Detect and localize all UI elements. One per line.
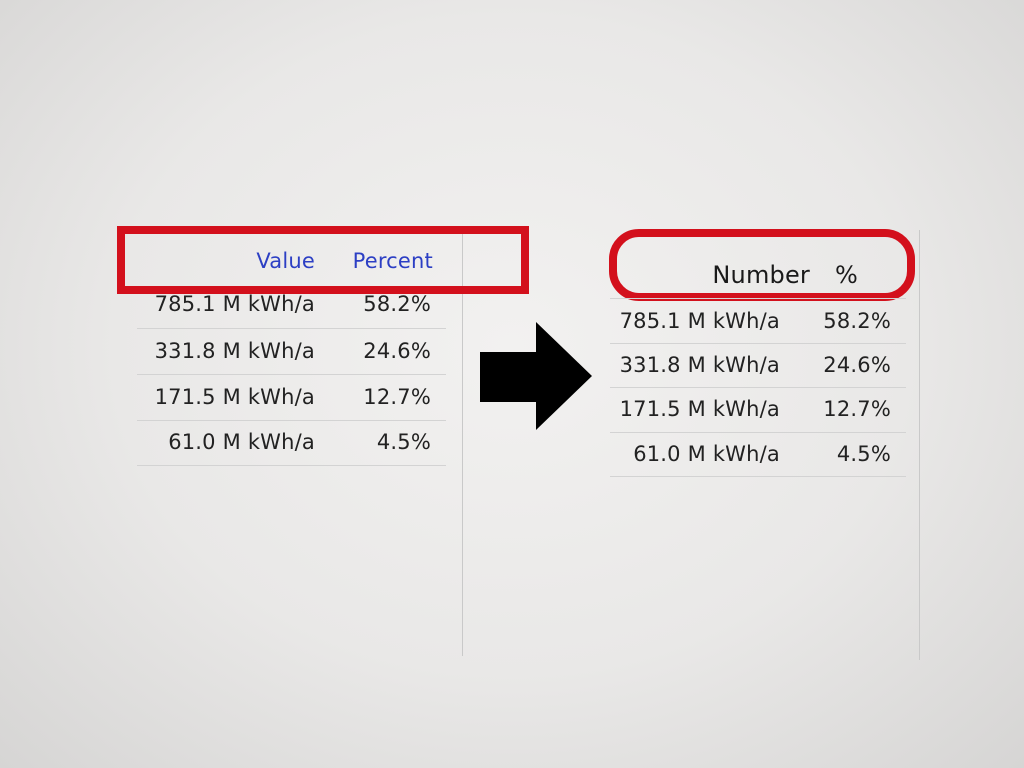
right-header-value: Number <box>712 261 810 289</box>
row-divider <box>610 298 906 299</box>
left-row-4-percent: 4.5% <box>376 430 431 454</box>
left-header-percent[interactable]: Percent <box>352 249 433 273</box>
left-row-1-percent: 58.2% <box>363 292 431 316</box>
right-row-2-value: 331.8 M kWh/a <box>619 353 780 377</box>
row-divider <box>137 465 446 466</box>
right-row-1-value: 785.1 M kWh/a <box>619 309 780 333</box>
right-row-4-percent: 4.5% <box>836 442 891 466</box>
right-row-3-percent: 12.7% <box>823 397 891 421</box>
row-divider <box>137 420 446 421</box>
left-header-highlight-box <box>117 226 529 294</box>
panel-divider-right <box>919 230 920 660</box>
left-row-2-percent: 24.6% <box>363 339 431 363</box>
left-row-3-value: 171.5 M kWh/a <box>154 385 315 409</box>
row-divider <box>610 343 906 344</box>
right-header-highlight-box <box>609 229 915 301</box>
row-divider <box>610 432 906 433</box>
row-divider <box>610 387 906 388</box>
right-header-percent: % <box>834 261 858 289</box>
row-divider <box>137 374 446 375</box>
right-row-3-value: 171.5 M kWh/a <box>619 397 780 421</box>
panel-divider-left <box>462 226 463 656</box>
left-row-2-value: 331.8 M kWh/a <box>154 339 315 363</box>
left-header-value[interactable]: Value <box>256 249 315 273</box>
right-row-4-value: 61.0 M kWh/a <box>633 442 780 466</box>
left-row-4-value: 61.0 M kWh/a <box>168 430 315 454</box>
right-row-1-percent: 58.2% <box>823 309 891 333</box>
right-row-2-percent: 24.6% <box>823 353 891 377</box>
left-row-1-value: 785.1 M kWh/a <box>154 292 315 316</box>
left-row-3-percent: 12.7% <box>363 385 431 409</box>
right-arrow-icon <box>480 322 592 430</box>
row-divider <box>137 328 446 329</box>
row-divider <box>610 476 906 477</box>
